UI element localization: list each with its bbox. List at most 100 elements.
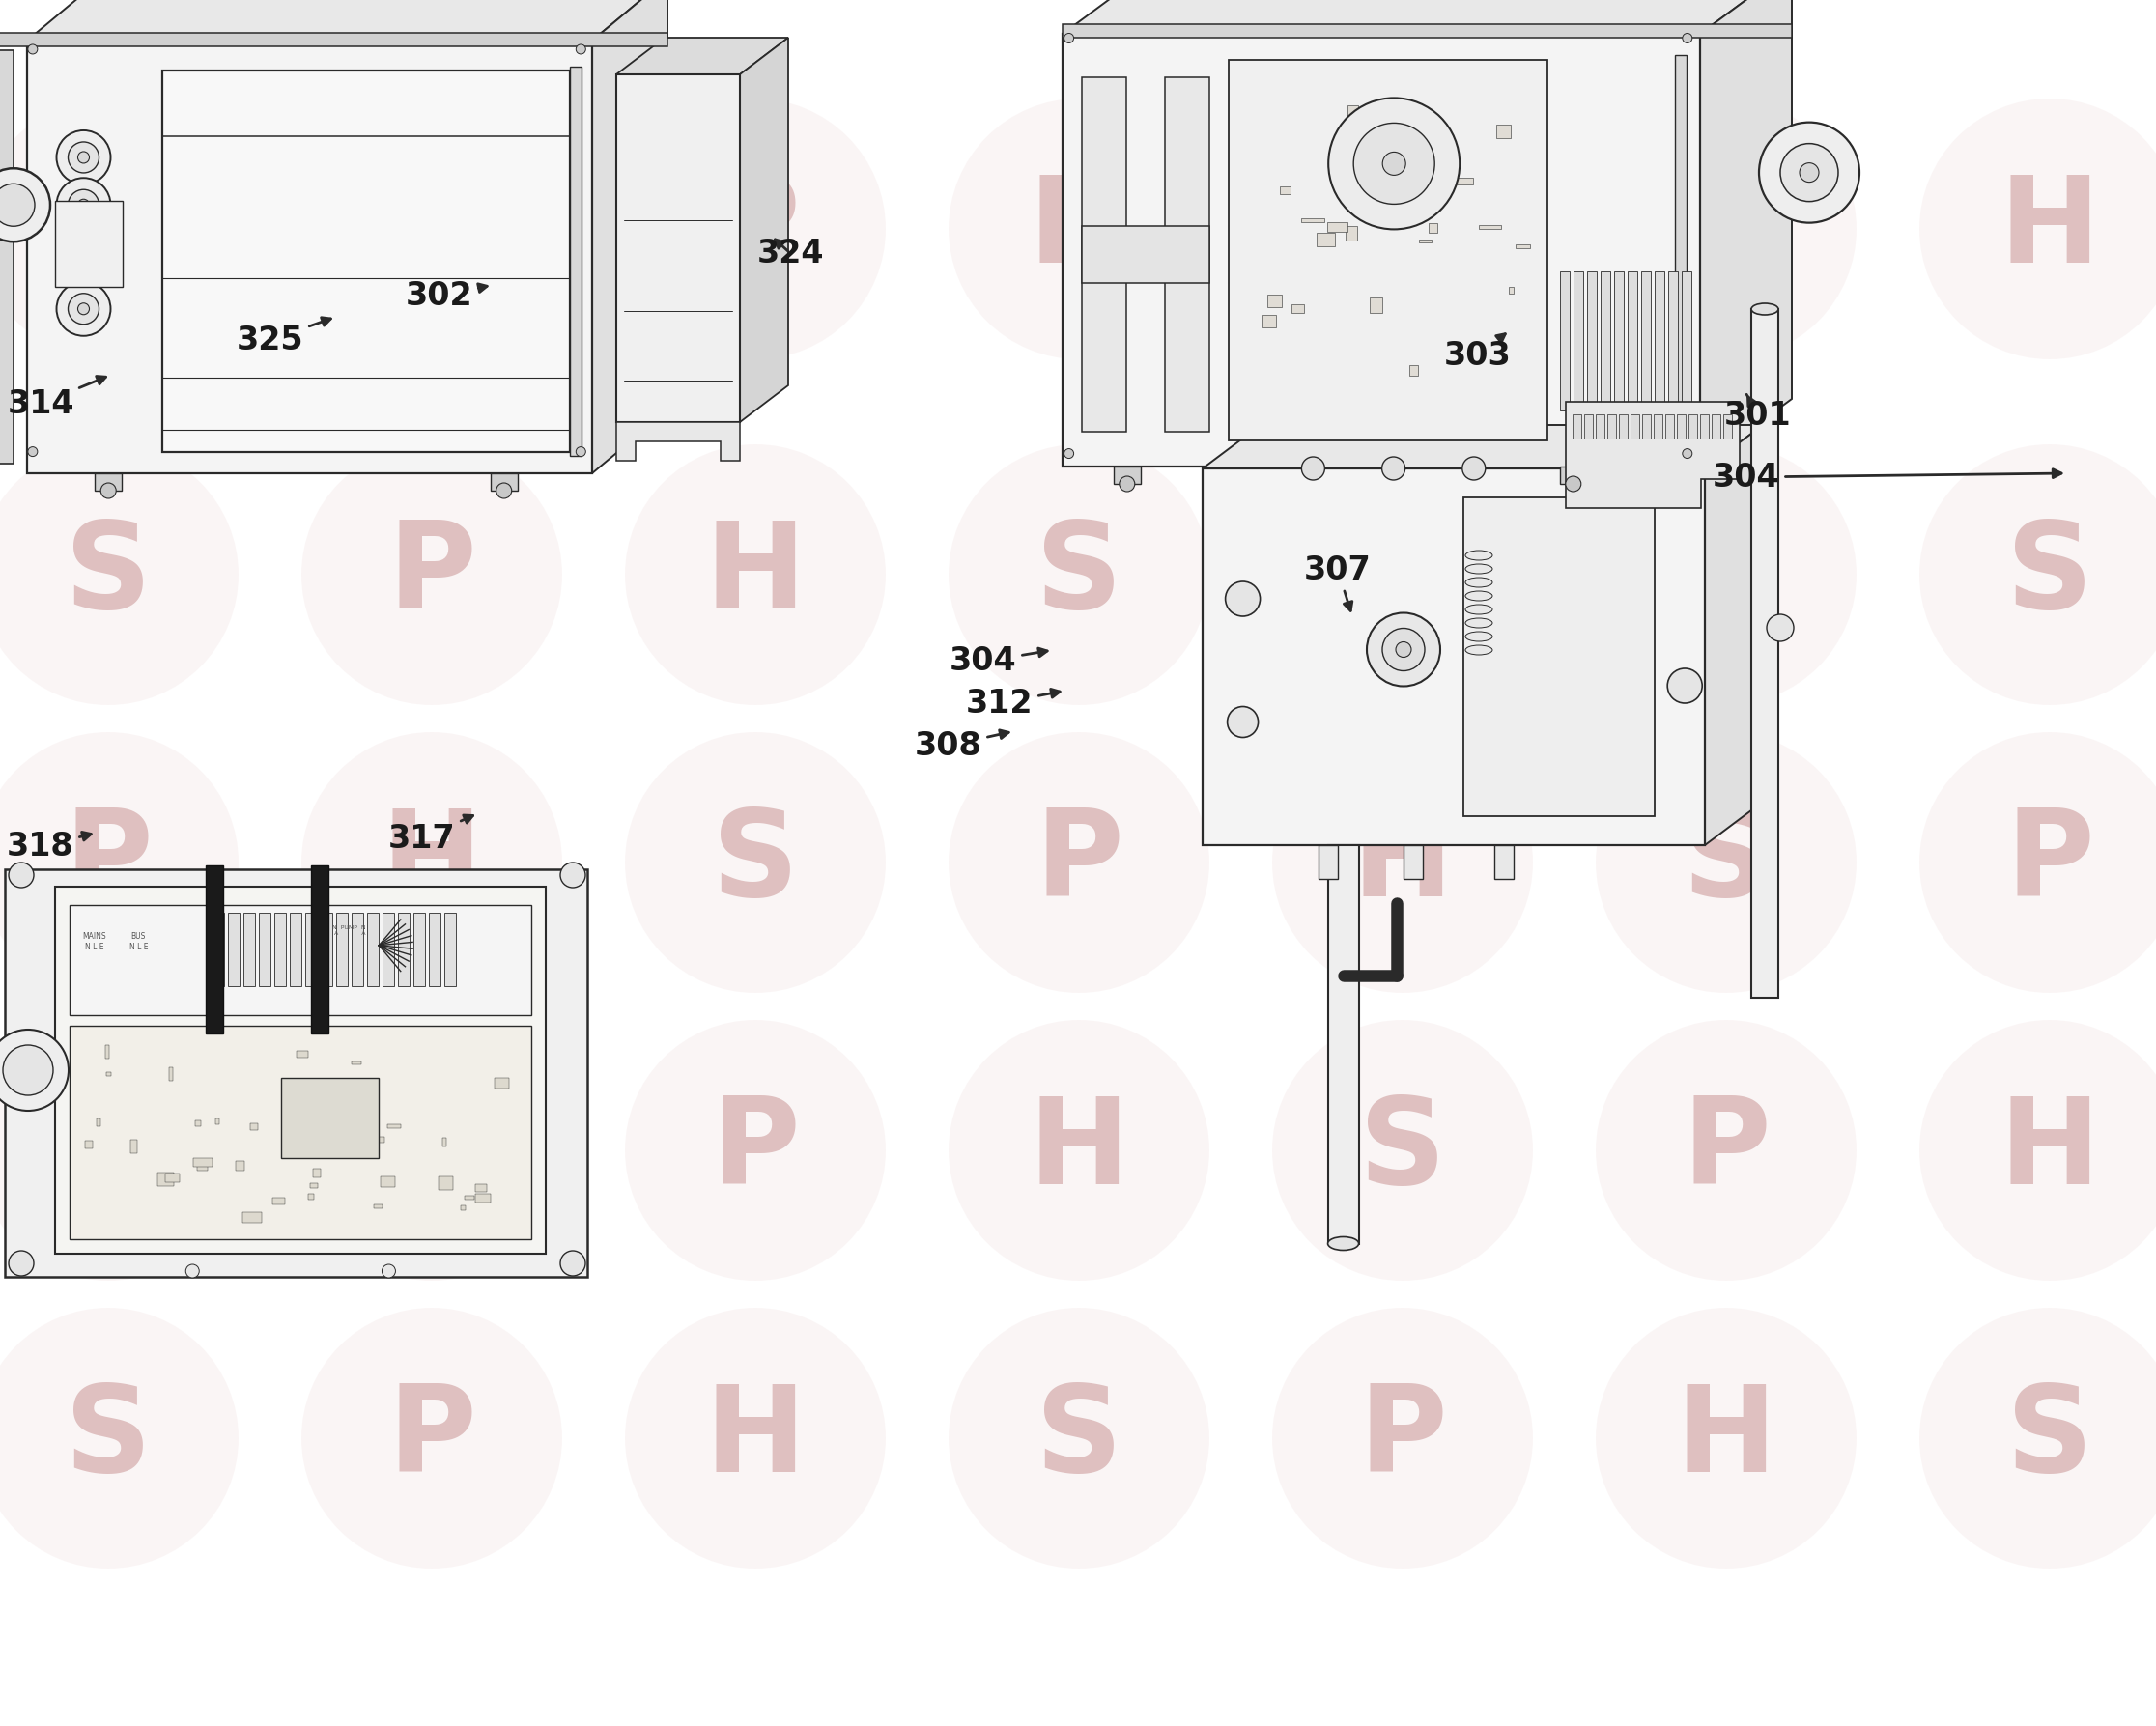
Bar (349, 1103, 360, 1108)
Bar (1701, 414, 1710, 438)
Bar (166, 1174, 179, 1182)
Circle shape (69, 190, 99, 221)
Circle shape (496, 483, 511, 499)
Bar (1404, 846, 1423, 879)
Bar (1654, 414, 1662, 438)
Circle shape (1595, 1020, 1856, 1281)
Ellipse shape (1328, 1238, 1358, 1250)
Bar (1496, 124, 1511, 138)
Text: S: S (65, 516, 151, 633)
Circle shape (185, 1265, 198, 1277)
Bar (4, 870, 586, 1277)
Circle shape (1382, 457, 1406, 480)
Circle shape (302, 732, 563, 992)
Bar (1263, 316, 1276, 328)
Circle shape (1462, 457, 1485, 480)
Bar (1457, 178, 1473, 185)
Text: N  PUMP  N
A            A: N PUMP N A A (332, 925, 367, 935)
Circle shape (1119, 476, 1134, 492)
Ellipse shape (1466, 551, 1492, 561)
Bar (313, 1169, 321, 1177)
Bar (474, 1184, 487, 1193)
Circle shape (302, 444, 563, 706)
Circle shape (28, 447, 37, 456)
Bar (280, 1077, 379, 1158)
Bar (1408, 155, 1432, 171)
Bar (235, 1162, 246, 1170)
Bar (241, 1213, 263, 1224)
Circle shape (302, 1308, 563, 1569)
Bar (1345, 226, 1356, 240)
Bar (0, 33, 668, 47)
Bar (56, 887, 545, 1253)
Bar (1677, 414, 1686, 438)
Circle shape (1595, 732, 1856, 992)
Circle shape (0, 183, 34, 226)
Bar (1615, 271, 1623, 411)
Circle shape (1800, 162, 1820, 183)
Bar (272, 1198, 285, 1205)
Bar (438, 1175, 453, 1189)
Bar (1675, 55, 1686, 454)
Bar (367, 913, 377, 986)
Circle shape (1595, 1308, 1856, 1569)
Circle shape (56, 131, 110, 185)
Circle shape (1395, 642, 1412, 658)
Bar (1229, 60, 1548, 440)
Circle shape (1065, 449, 1074, 459)
Bar (1319, 846, 1339, 879)
Bar (351, 1061, 362, 1065)
Bar (1410, 366, 1419, 376)
Bar (1664, 414, 1673, 438)
Bar (1429, 223, 1436, 233)
Bar (132, 1139, 136, 1153)
Text: H: H (1675, 1379, 1777, 1496)
Bar (442, 1137, 446, 1146)
Circle shape (1565, 476, 1580, 492)
Circle shape (0, 169, 50, 242)
Bar (1574, 271, 1583, 411)
Circle shape (1328, 98, 1460, 230)
Circle shape (1225, 582, 1259, 616)
Text: S: S (1358, 1093, 1447, 1208)
Polygon shape (1701, 0, 1792, 466)
Text: S: S (711, 804, 800, 922)
Circle shape (0, 1308, 239, 1569)
Bar (69, 1027, 530, 1239)
Bar (0, 50, 13, 464)
Bar (1559, 271, 1570, 411)
Text: S: S (65, 1379, 151, 1496)
Polygon shape (28, 0, 668, 41)
Text: H: H (1028, 171, 1130, 287)
Circle shape (625, 732, 886, 992)
Circle shape (1759, 123, 1858, 223)
Text: P: P (711, 171, 800, 287)
Text: S: S (1035, 1379, 1123, 1496)
Bar (1654, 271, 1664, 411)
Bar (489, 473, 517, 490)
Bar (494, 1077, 509, 1089)
Circle shape (949, 732, 1210, 992)
Bar (205, 865, 224, 1034)
Circle shape (1919, 1308, 2156, 1569)
Bar (310, 1182, 319, 1187)
Circle shape (1766, 614, 1794, 642)
Circle shape (625, 1020, 886, 1281)
Polygon shape (617, 423, 740, 461)
Bar (444, 913, 455, 986)
Circle shape (1682, 33, 1692, 43)
Circle shape (1227, 706, 1259, 737)
Text: S: S (388, 171, 474, 287)
Bar (464, 1196, 474, 1200)
Text: P: P (2005, 804, 2093, 922)
Bar (1082, 226, 1210, 283)
Bar (274, 913, 285, 986)
Text: 325: 325 (237, 318, 330, 356)
Circle shape (625, 1308, 886, 1569)
Bar (474, 1194, 489, 1203)
Ellipse shape (1466, 632, 1492, 642)
Text: P: P (388, 516, 476, 633)
Circle shape (69, 242, 99, 273)
Polygon shape (740, 38, 789, 423)
Circle shape (949, 1308, 1210, 1569)
